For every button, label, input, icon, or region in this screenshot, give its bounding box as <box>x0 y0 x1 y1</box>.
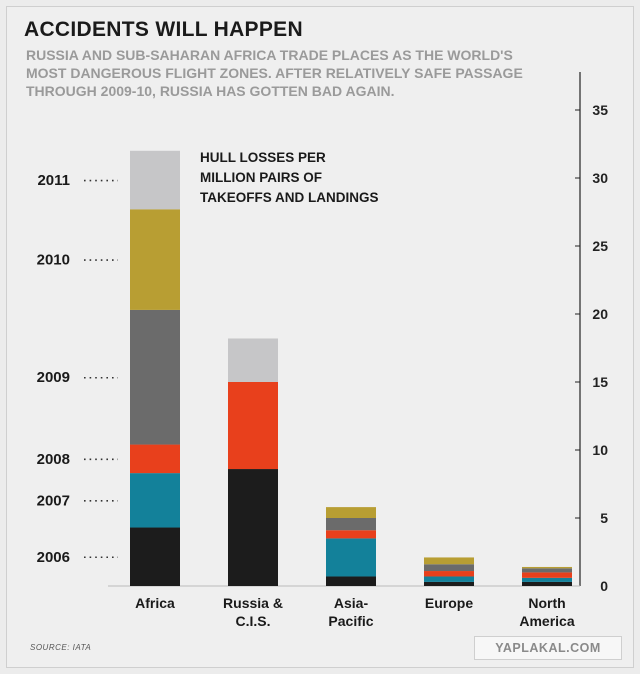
category-label: America <box>519 613 574 629</box>
bar-segment-2006 <box>326 576 376 586</box>
bar-segment-2010 <box>130 209 180 310</box>
bar-segment-2006 <box>228 469 278 586</box>
bar-segment-2008 <box>522 572 572 578</box>
bar-segment-2009 <box>522 568 572 573</box>
bar-segment-2006 <box>130 527 180 586</box>
bar-segment-2007 <box>424 576 474 582</box>
bar-segment-2011 <box>228 338 278 382</box>
chart-subtitle: RUSSIA AND SUB-SAHARAN AFRICA TRADE PLAC… <box>26 47 523 99</box>
bar-segment-2008 <box>326 530 376 539</box>
category-label: Asia- <box>334 595 369 611</box>
bar-segment-2008 <box>424 571 474 577</box>
bar-segment-2008 <box>130 444 180 474</box>
y-tick-label: 25 <box>592 238 608 254</box>
bar-segment-2008 <box>228 382 278 470</box>
source-note: SOURCE: IATA <box>30 643 92 652</box>
bar-segment-2010 <box>326 507 376 518</box>
chart-frame <box>6 6 634 668</box>
year-legend-label: 2007 <box>37 492 70 509</box>
year-legend-label: 2006 <box>37 549 70 566</box>
bar-segment-2010 <box>424 557 474 565</box>
bar-segment-2006 <box>424 581 474 586</box>
year-legend-label: 2010 <box>37 252 70 269</box>
year-legend-label: 2008 <box>37 451 70 468</box>
category-label: Europe <box>425 595 473 611</box>
y-tick-label: 15 <box>592 374 608 390</box>
bar-segment-2009 <box>326 518 376 531</box>
y-tick-label: 20 <box>592 306 608 322</box>
category-label: Pacific <box>328 613 373 629</box>
category-label: C.I.S. <box>235 613 270 629</box>
category-label: Russia & <box>223 595 283 611</box>
bar-segment-2007 <box>522 577 572 582</box>
year-legend-label: 2009 <box>37 369 70 386</box>
chart-annotation: MILLION PAIRS OF <box>200 170 322 185</box>
y-tick-label: 0 <box>600 578 608 594</box>
bar-segment-2011 <box>130 150 180 210</box>
year-legend-label: 2011 <box>37 172 70 189</box>
chart-annotation: HULL LOSSES PER <box>200 150 326 165</box>
bar-segment-2010 <box>522 566 572 569</box>
y-tick-label: 35 <box>592 102 608 118</box>
bar-segment-2009 <box>130 309 180 445</box>
bar-segment-2007 <box>326 538 376 577</box>
chart-annotation: TAKEOFFS AND LANDINGS <box>200 190 379 205</box>
category-label: Africa <box>135 595 175 611</box>
y-tick-label: 30 <box>592 170 608 186</box>
bar-segment-2007 <box>130 473 180 528</box>
y-tick-label: 5 <box>600 510 608 526</box>
bar-segment-2009 <box>424 564 474 572</box>
watermark: YAPLAKAL.COM <box>474 636 622 660</box>
bar-segment-2006 <box>522 581 572 586</box>
category-label: North <box>528 595 565 611</box>
y-tick-label: 10 <box>592 442 608 458</box>
chart-title: ACCIDENTS WILL HAPPEN <box>24 18 303 41</box>
